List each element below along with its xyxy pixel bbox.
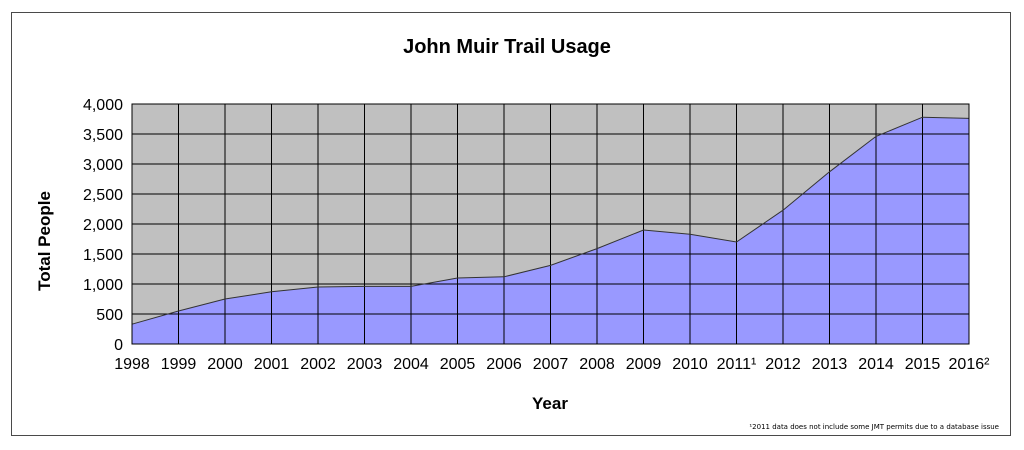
- y-tick-labels: 0 500 1,000 1,500 2,000 2,500 3,000 3,500 4,000: [83, 97, 123, 354]
- y-tick-label: 0: [114, 337, 123, 354]
- y-tick-label: 3,500: [83, 127, 123, 144]
- y-tick-label: 1,000: [83, 277, 123, 294]
- x-tick-label: 2001: [254, 356, 290, 373]
- x-tick-label: 2002: [300, 356, 336, 373]
- x-tick-label: 1998: [114, 356, 150, 373]
- plot-area: [131, 103, 970, 345]
- x-tick-label: 2009: [626, 356, 662, 373]
- x-tick-label: 2004: [393, 356, 429, 373]
- x-tick-label: 2013: [812, 356, 848, 373]
- x-tick-label: 2003: [347, 356, 383, 373]
- x-tick-label: 1999: [161, 356, 197, 373]
- area-series: [132, 117, 969, 344]
- footnote: ¹2011 data does not include some JMT per…: [749, 423, 999, 431]
- plot-border: [131, 103, 970, 345]
- x-tick-label: 2007: [533, 356, 569, 373]
- chart-title: John Muir Trail Usage: [403, 36, 611, 58]
- x-tick-label: 2000: [207, 356, 243, 373]
- x-tick-label: 2016²: [949, 356, 991, 373]
- x-tick-label: 2008: [579, 356, 615, 373]
- x-tick-label: 2014: [858, 356, 894, 373]
- x-tick-label: 2006: [486, 356, 522, 373]
- y-tick-label: 2,500: [83, 187, 123, 204]
- area-series-outline: [131, 116, 970, 325]
- y-tick-label: 1,500: [83, 247, 123, 264]
- x-tick-label: 2011¹: [717, 356, 757, 373]
- area-chart: John Muir Trail Usage 0 500 1,000 1,500 2,00…: [35, 36, 999, 431]
- x-axis-title: Year: [532, 394, 568, 413]
- x-tick-label: 2015: [905, 356, 941, 373]
- x-tick-label: 2005: [440, 356, 476, 373]
- y-tick-label: 500: [96, 307, 123, 324]
- y-tick-label: 4,000: [83, 97, 123, 114]
- x-tick-labels: 1998 1999 2000 2001 2002 2003 2004 2005 2006 2007…: [114, 356, 990, 373]
- x-tick-label: 2010: [672, 356, 708, 373]
- y-tick-label: 3,000: [83, 157, 123, 174]
- y-tick-label: 2,000: [83, 217, 123, 234]
- x-tick-label: 2012: [765, 356, 801, 373]
- chart-frame: John Muir Trail Usage 0 500 1,000 1,500 2,00…: [11, 12, 1011, 436]
- y-axis-title: Total People: [35, 191, 54, 291]
